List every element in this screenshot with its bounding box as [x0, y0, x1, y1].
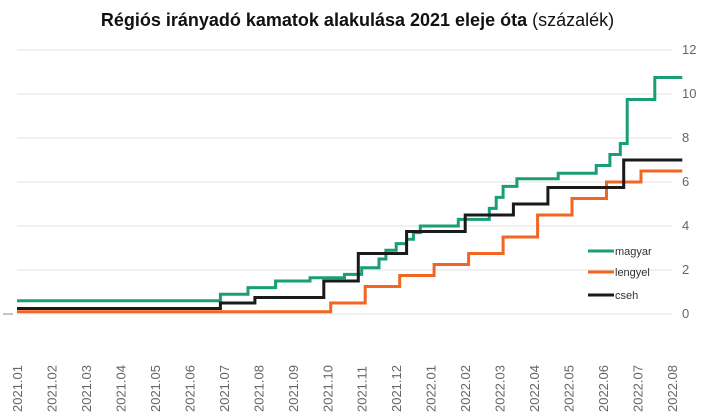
- x-tick-label-2022.06: 2022.06: [596, 365, 611, 412]
- series-line-lengyel: [17, 169, 683, 314]
- legend-label-lengyel: lengyel: [615, 267, 650, 279]
- y-tick-label-8: 8: [682, 130, 689, 145]
- x-tick-label-2021.06: 2021.06: [182, 365, 197, 412]
- y-tick-label-4: 4: [682, 218, 689, 233]
- x-tick-label-2021.12: 2021.12: [389, 365, 404, 412]
- chart-title: Régiós irányadó kamatok alakulása 2021 e…: [0, 10, 715, 31]
- x-tick-label-2022.02: 2022.02: [458, 365, 473, 412]
- x-tick-label-2022.03: 2022.03: [493, 365, 508, 412]
- x-tick-label-2021.02: 2021.02: [44, 365, 59, 412]
- x-tick-label-2022.01: 2022.01: [424, 365, 439, 412]
- x-tick-label-2021.09: 2021.09: [286, 365, 301, 412]
- x-tick-label-2021.10: 2021.10: [320, 365, 335, 412]
- x-tick-label-2022.08: 2022.08: [665, 365, 680, 412]
- y-tick-label-2: 2: [682, 262, 689, 277]
- y-tick-label-6: 6: [682, 174, 689, 189]
- x-tick-label-2021.03: 2021.03: [79, 365, 94, 412]
- x-tick-label-2021.07: 2021.07: [217, 365, 232, 412]
- x-tick-label-2021.04: 2021.04: [113, 365, 128, 412]
- legend-label-magyar: magyar: [615, 246, 652, 258]
- x-tick-label-2021.11: 2021.11: [355, 366, 370, 412]
- legend-label-cseh: cseh: [615, 290, 638, 302]
- y-tick-label-0: 0: [682, 306, 689, 321]
- chart-title-unit: (százalék): [532, 10, 615, 30]
- chart-title-main: Régiós irányadó kamatok alakulása 2021 e…: [100, 10, 528, 30]
- x-tick-label-2021.05: 2021.05: [148, 365, 163, 412]
- x-tick-label-2021.01: 2021.01: [10, 365, 25, 412]
- series-line-magyar: [17, 76, 683, 303]
- y-tick-label-10: 10: [682, 86, 696, 101]
- y-tick-label-12: 12: [682, 42, 696, 57]
- x-tick-label-2021.08: 2021.08: [251, 365, 266, 412]
- x-tick-label-2022.07: 2022.07: [631, 365, 646, 412]
- x-tick-label-2022.04: 2022.04: [527, 365, 542, 412]
- series-line-cseh: [17, 158, 683, 310]
- x-tick-label-2022.05: 2022.05: [562, 365, 577, 412]
